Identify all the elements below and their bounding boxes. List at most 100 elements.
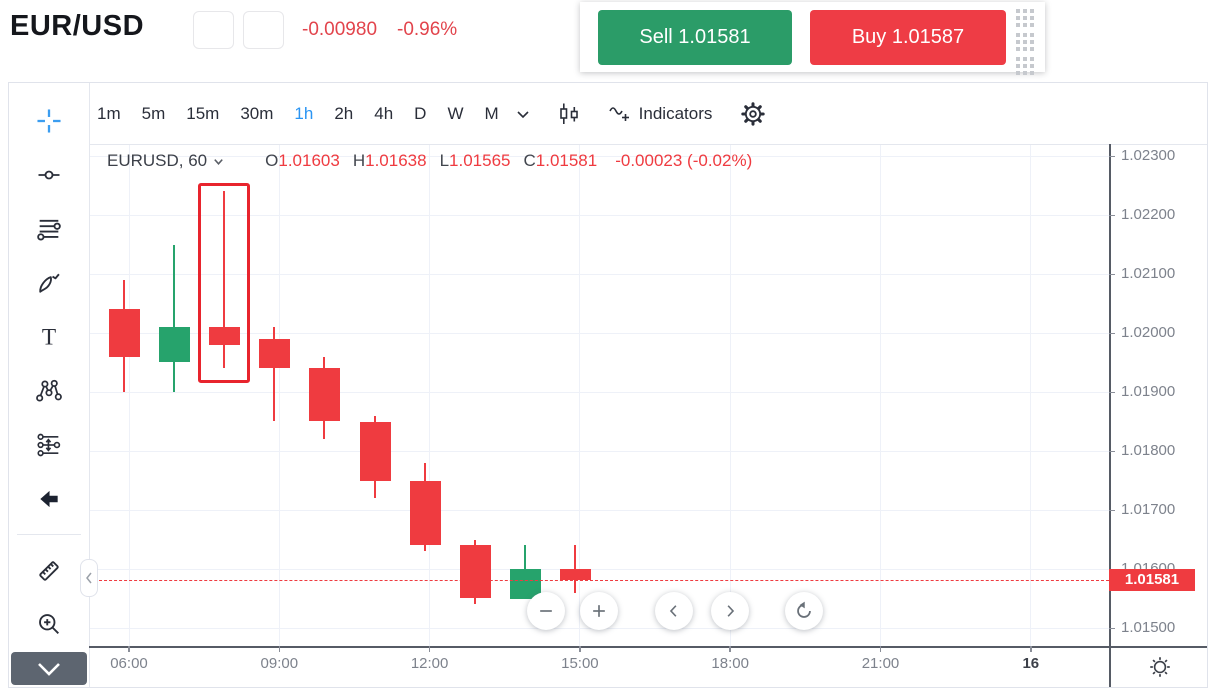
dot-group [1016, 57, 1034, 75]
zoom-out-button[interactable] [527, 592, 565, 630]
dot [1016, 71, 1020, 75]
scroll-left-button[interactable] [655, 592, 693, 630]
sell-button[interactable]: Sell 1.01581 [598, 10, 792, 65]
legend-open: O1.01603 [265, 151, 340, 170]
pair-title: EUR/USD [10, 10, 145, 42]
legend-change: -0.00023 (-0.02%) [615, 151, 753, 170]
y-grid-line [89, 509, 1109, 511]
tool-long-short-position-button[interactable] [26, 425, 72, 465]
trade-buttons-panel: Sell 1.01581 Buy 1.01587 [580, 2, 1045, 75]
tool-zoom-in-button[interactable] [26, 604, 72, 644]
tool-trend-line-button[interactable] [26, 155, 72, 195]
more-tools-button[interactable] [11, 652, 87, 685]
timeframe-D[interactable]: D [414, 103, 427, 123]
tool-arrow-button[interactable] [26, 479, 72, 519]
gear-icon [741, 101, 766, 126]
x-axis-label: 15:00 [561, 655, 599, 672]
x-grid-line [1030, 144, 1032, 646]
dot [1030, 9, 1034, 13]
x-axis-label: 12:00 [410, 655, 449, 672]
axis-settings-button[interactable] [1141, 653, 1179, 684]
highlight-annotation-box [198, 183, 251, 384]
price-axis-line [1109, 144, 1111, 687]
candle-wick [223, 191, 226, 369]
trend-line-icon [38, 170, 60, 180]
timeframe-1m[interactable]: 1m [97, 103, 121, 123]
brush-icon [39, 273, 60, 293]
toolbar-collapse-tab[interactable] [80, 559, 98, 597]
x-axis-label: 09:00 [260, 655, 299, 672]
svg-text:T: T [42, 325, 56, 351]
drag-handle[interactable] [1016, 9, 1034, 75]
dot [1030, 16, 1034, 20]
legend-high: H1.01638 [352, 151, 427, 170]
candle-body [309, 368, 341, 422]
dot [1023, 23, 1027, 27]
y-axis-label: 1.02300 [1121, 147, 1176, 164]
y-axis-label: 1.01700 [1121, 501, 1176, 518]
dot [1023, 57, 1027, 61]
y-grid-line [89, 214, 1109, 216]
x-tick [278, 646, 281, 652]
y-axis-label: 1.02200 [1121, 206, 1176, 223]
current-price-label: 1.01581 [1109, 569, 1195, 592]
timeframe-group: 1m 5m 15m 30m 1h 2h 4h D W M [97, 104, 499, 124]
scroll-right-button[interactable] [711, 592, 749, 630]
horizontal-lines-icon [37, 219, 61, 241]
timeframe-5m[interactable]: 5m [141, 103, 166, 123]
tool-crosshair-button[interactable] [26, 101, 72, 141]
y-tick [1109, 273, 1115, 275]
dot [1030, 33, 1034, 37]
x-tick [128, 646, 130, 652]
y-axis-label: 1.01900 [1121, 383, 1176, 400]
tool-xabcd-pattern-button[interactable] [26, 371, 72, 411]
buy-button[interactable]: Buy 1.01587 [810, 10, 1006, 65]
indicators-button[interactable]: Indicators [607, 102, 712, 126]
chart-settings-button[interactable] [740, 101, 766, 127]
timeframe-more-button[interactable] [515, 106, 531, 122]
tool-horizontal-lines-button[interactable] [26, 209, 72, 249]
symbol-interval-selector[interactable]: EURUSD, 60 [107, 151, 225, 171]
dot [1023, 16, 1027, 20]
chevron-down-icon [517, 110, 529, 118]
timeframe-1h[interactable]: 1h [294, 103, 314, 123]
candle-body [159, 327, 191, 363]
dot [1023, 71, 1027, 75]
reset-chart-button[interactable] [785, 592, 823, 630]
y-tick [1109, 509, 1115, 511]
y-grid-line [89, 332, 1109, 334]
y-grid-line [89, 391, 1109, 393]
y-tick [1109, 214, 1115, 216]
y-grid-line [89, 273, 1109, 275]
y-grid-line [89, 155, 1109, 157]
legend-low: L1.01565 [439, 151, 511, 170]
plot-area[interactable] [89, 144, 1109, 646]
chart-widget: 1m 5m 15m 30m 1h 2h 4h D W M Indicators [8, 82, 1208, 688]
y-tick [1109, 155, 1115, 157]
candle-body [459, 545, 491, 599]
x-axis-label: 18:00 [711, 655, 749, 672]
candle-body [259, 338, 291, 369]
tool-text-button[interactable]: T [26, 317, 72, 357]
timeframe-30m[interactable]: 30m [240, 103, 274, 123]
dot [1030, 71, 1034, 75]
timeframe-2h[interactable]: 2h [334, 103, 354, 123]
zoom-in-nav-button[interactable] [580, 592, 618, 630]
chart-style-button[interactable] [557, 101, 581, 127]
tool-ruler-button[interactable] [26, 551, 72, 591]
y-axis-label: 1.02000 [1121, 324, 1176, 341]
timeframe-15m[interactable]: 15m [186, 103, 220, 123]
x-axis-label: 21:00 [861, 655, 900, 672]
timeframe-4h[interactable]: 4h [374, 103, 394, 123]
timeframe-W[interactable]: W [447, 103, 464, 123]
y-axis-label: 1.01800 [1121, 442, 1176, 459]
x-grid-line [579, 144, 581, 646]
timeframe-M[interactable]: M [484, 103, 499, 123]
tool-brush-button[interactable] [26, 263, 72, 303]
y-tick [1109, 391, 1115, 393]
x-axis-label: 16 [1022, 655, 1040, 672]
toolbar-divider [89, 83, 90, 687]
candle-body [209, 327, 241, 345]
dot [1030, 40, 1034, 44]
